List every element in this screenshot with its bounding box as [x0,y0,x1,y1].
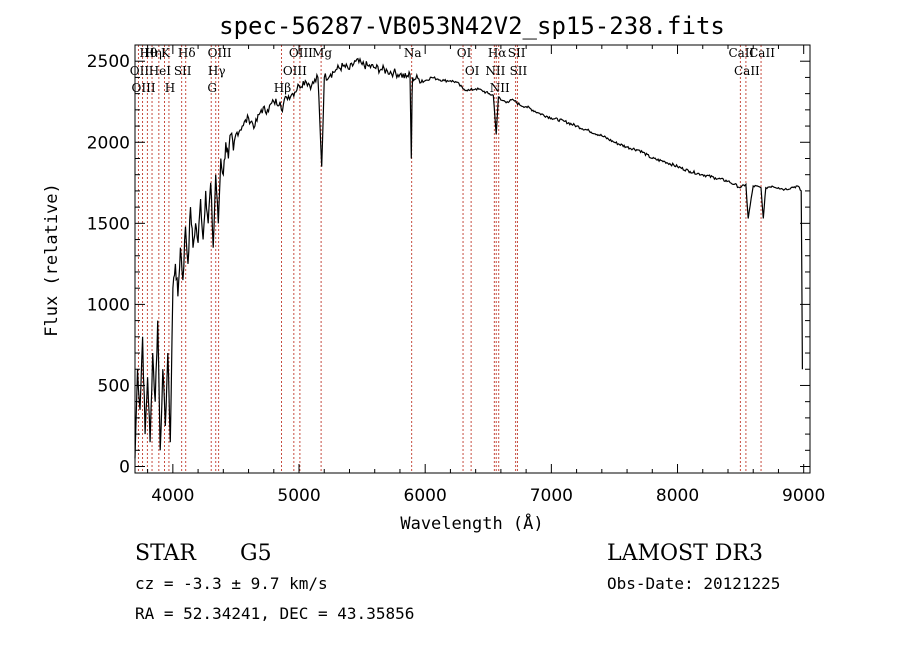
coordinates: RA = 52.34241, DEC = 43.35856 [135,604,414,623]
y-axis-label: Flux (relative) [42,183,62,337]
line-marker-label: HeI [149,64,172,78]
y-tick-label: 2000 [87,133,130,153]
x-axis-label: Wavelength (Å) [400,512,543,534]
line-marker-label: Hγ [208,64,226,78]
line-marker-label: Hα [488,46,507,60]
obs-date: Obs-Date: 20121225 [607,574,780,593]
x-axis-ticks: 4000 5000 6000 7000 8000 9000 [147,45,825,506]
line-marker-label: Hθ [140,46,158,60]
line-marker-label: OII [130,64,150,78]
x-tick-label: 5000 [277,486,320,506]
line-marker-label: OIII [208,46,232,60]
line-marker-label: CaII [734,64,760,78]
line-marker-label: CaII [749,46,775,60]
line-marker-label: OIII [289,46,313,60]
redshift-info: cz = -3.3 ± 9.7 km/s [135,574,328,593]
line-marker-label: CaII [728,46,754,60]
chart-title: spec-56287-VB053N42V2_sp15-238.fits [219,12,725,40]
line-marker-label: Hδ [178,46,196,60]
line-marker-label: SII [508,46,526,60]
line-marker-label: Hη [144,46,162,60]
spectrum-series-line [134,56,803,459]
line-marker-label: OIII [283,64,307,78]
y-tick-label: 0 [119,458,130,478]
y-axis-ticks: 0 500 1000 1500 2000 2500 [87,52,810,478]
line-marker-label: SII [174,64,192,78]
line-marker-label: Na [404,46,422,60]
line-marker-label: OI [457,46,472,60]
line-labels: Hθ OII OIII K HeI Hη Hδ SII H OIII Hγ G OIII OIII Hβ Mg… [130,46,775,95]
x-tick-label: 7000 [530,486,573,506]
x-tick-label: 8000 [656,486,699,506]
line-marker-label: K [161,46,171,60]
line-marker-label: NII [485,64,505,78]
y-tick-label: 1000 [87,295,130,315]
x-tick-label: 6000 [404,486,447,506]
line-marker-label: Hβ [274,81,291,95]
line-marker-label: G [207,81,217,95]
y-tick-label: 500 [98,376,130,396]
line-marker-label: H [165,81,175,95]
line-marker-label: OI [465,64,480,78]
line-marker-label: Mg [312,46,332,60]
y-tick-label: 1500 [87,214,130,234]
x-tick-label: 9000 [782,486,825,506]
survey-name: LAMOST DR3 [607,541,763,566]
line-marker-label: OIII [132,81,156,95]
line-marker-label: SII [510,64,528,78]
line-markers [137,45,762,473]
object-class: STAR [135,541,197,566]
object-subclass: G5 [240,541,272,566]
line-marker-label: NII [490,81,510,95]
plot-frame [134,44,811,474]
x-tick-label: 4000 [151,486,194,506]
y-tick-label: 2500 [87,52,130,72]
